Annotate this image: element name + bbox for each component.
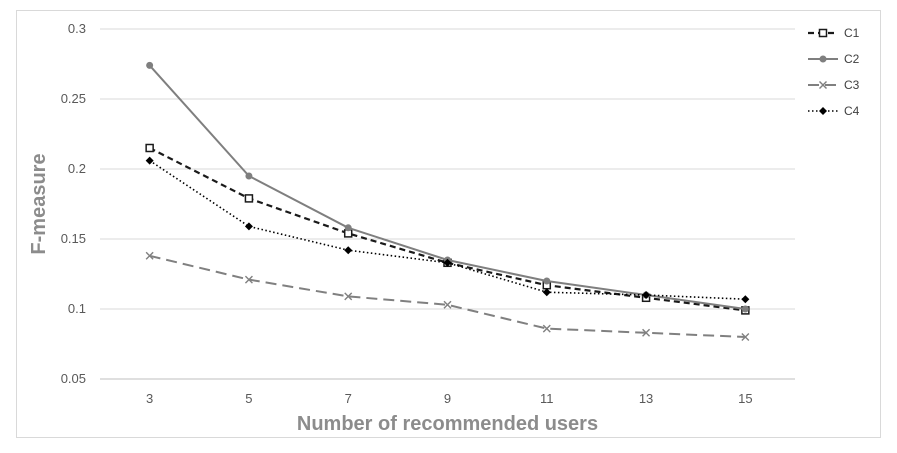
data-point-c4 <box>741 295 750 304</box>
x-marker-stroke <box>542 324 551 333</box>
legend-item-c3: C3 <box>808 78 860 92</box>
chart-frame <box>16 10 881 438</box>
series-line-c1 <box>149 147 746 312</box>
legend-item-c1: C1 <box>808 26 860 40</box>
x-tick-label: 13 <box>639 391 653 406</box>
legend-item-c2: C2 <box>808 52 860 66</box>
y-tick-label: 0.1 <box>68 301 86 316</box>
y-tick-label: 0.15 <box>61 231 86 246</box>
gridlines <box>100 28 795 310</box>
data-point-c3 <box>443 300 452 309</box>
y-axis-title: F-measure <box>28 153 50 254</box>
x-marker-stroke <box>443 300 452 309</box>
data-point-c3 <box>344 292 353 301</box>
data-point-c3 <box>145 251 154 260</box>
x-marker-stroke <box>145 251 154 260</box>
x-marker-stroke <box>642 328 651 337</box>
y-tick-label: 0.3 <box>68 21 86 36</box>
data-point-c2 <box>245 172 253 180</box>
y-tick-label: 0.05 <box>61 371 86 386</box>
legend-label-c1: C1 <box>844 26 860 40</box>
legend-label-c3: C3 <box>844 78 860 92</box>
x-tick-label: 15 <box>738 391 752 406</box>
data-point-c3 <box>542 324 551 333</box>
legend-marker-c3 <box>819 81 827 89</box>
x-axis-title: Number of recommended users <box>297 413 598 435</box>
legend-label-c4: C4 <box>844 104 860 118</box>
data-point-c4 <box>542 288 551 297</box>
y-axis-ticks: 0.05 0.1 0.15 0.2 0.25 0.3 <box>61 21 86 386</box>
data-point-c4 <box>145 156 154 165</box>
x-tick-label: 9 <box>444 391 451 406</box>
series-line-c4 <box>149 159 746 300</box>
data-point-c2 <box>146 61 154 69</box>
x-marker-stroke <box>344 292 353 301</box>
x-axis-ticks: 3 5 7 9 11 13 15 <box>146 391 753 406</box>
data-point-c4 <box>244 222 253 231</box>
data-point-c2 <box>543 277 551 285</box>
data-point-c4 <box>443 258 452 267</box>
x-marker-stroke <box>741 333 750 341</box>
data-point-c1 <box>244 194 254 203</box>
legend-label-c2: C2 <box>844 52 860 66</box>
x-tick-label: 7 <box>345 391 352 406</box>
legend-marker-c2 <box>819 55 827 63</box>
x-tick-label: 3 <box>146 391 153 406</box>
series-c4 <box>145 156 750 304</box>
data-point-c2 <box>344 224 352 232</box>
x-marker-stroke <box>244 275 253 284</box>
y-tick-label: 0.2 <box>68 161 86 176</box>
data-point-c3 <box>741 333 750 341</box>
series-c1 <box>145 143 750 315</box>
x-marker-stroke <box>819 81 827 89</box>
data-point-c2 <box>741 305 749 313</box>
legend-item-c4: C4 <box>808 104 860 118</box>
legend-marker-c1 <box>818 28 828 38</box>
x-tick-label: 5 <box>245 391 252 406</box>
legend-marker-c4 <box>819 107 827 115</box>
series-c3 <box>145 251 750 341</box>
data-point-c1 <box>145 143 154 153</box>
data-point-c3 <box>642 328 651 337</box>
data-point-c4 <box>344 246 353 255</box>
legend: C1 C2 C3 C4 <box>808 26 860 118</box>
data-point-c3 <box>244 275 253 284</box>
y-tick-label: 0.25 <box>61 91 86 106</box>
data-point-c4 <box>642 291 651 299</box>
x-tick-label: 11 <box>540 391 554 406</box>
series-line-c2 <box>148 64 746 310</box>
series-layer <box>145 61 750 341</box>
